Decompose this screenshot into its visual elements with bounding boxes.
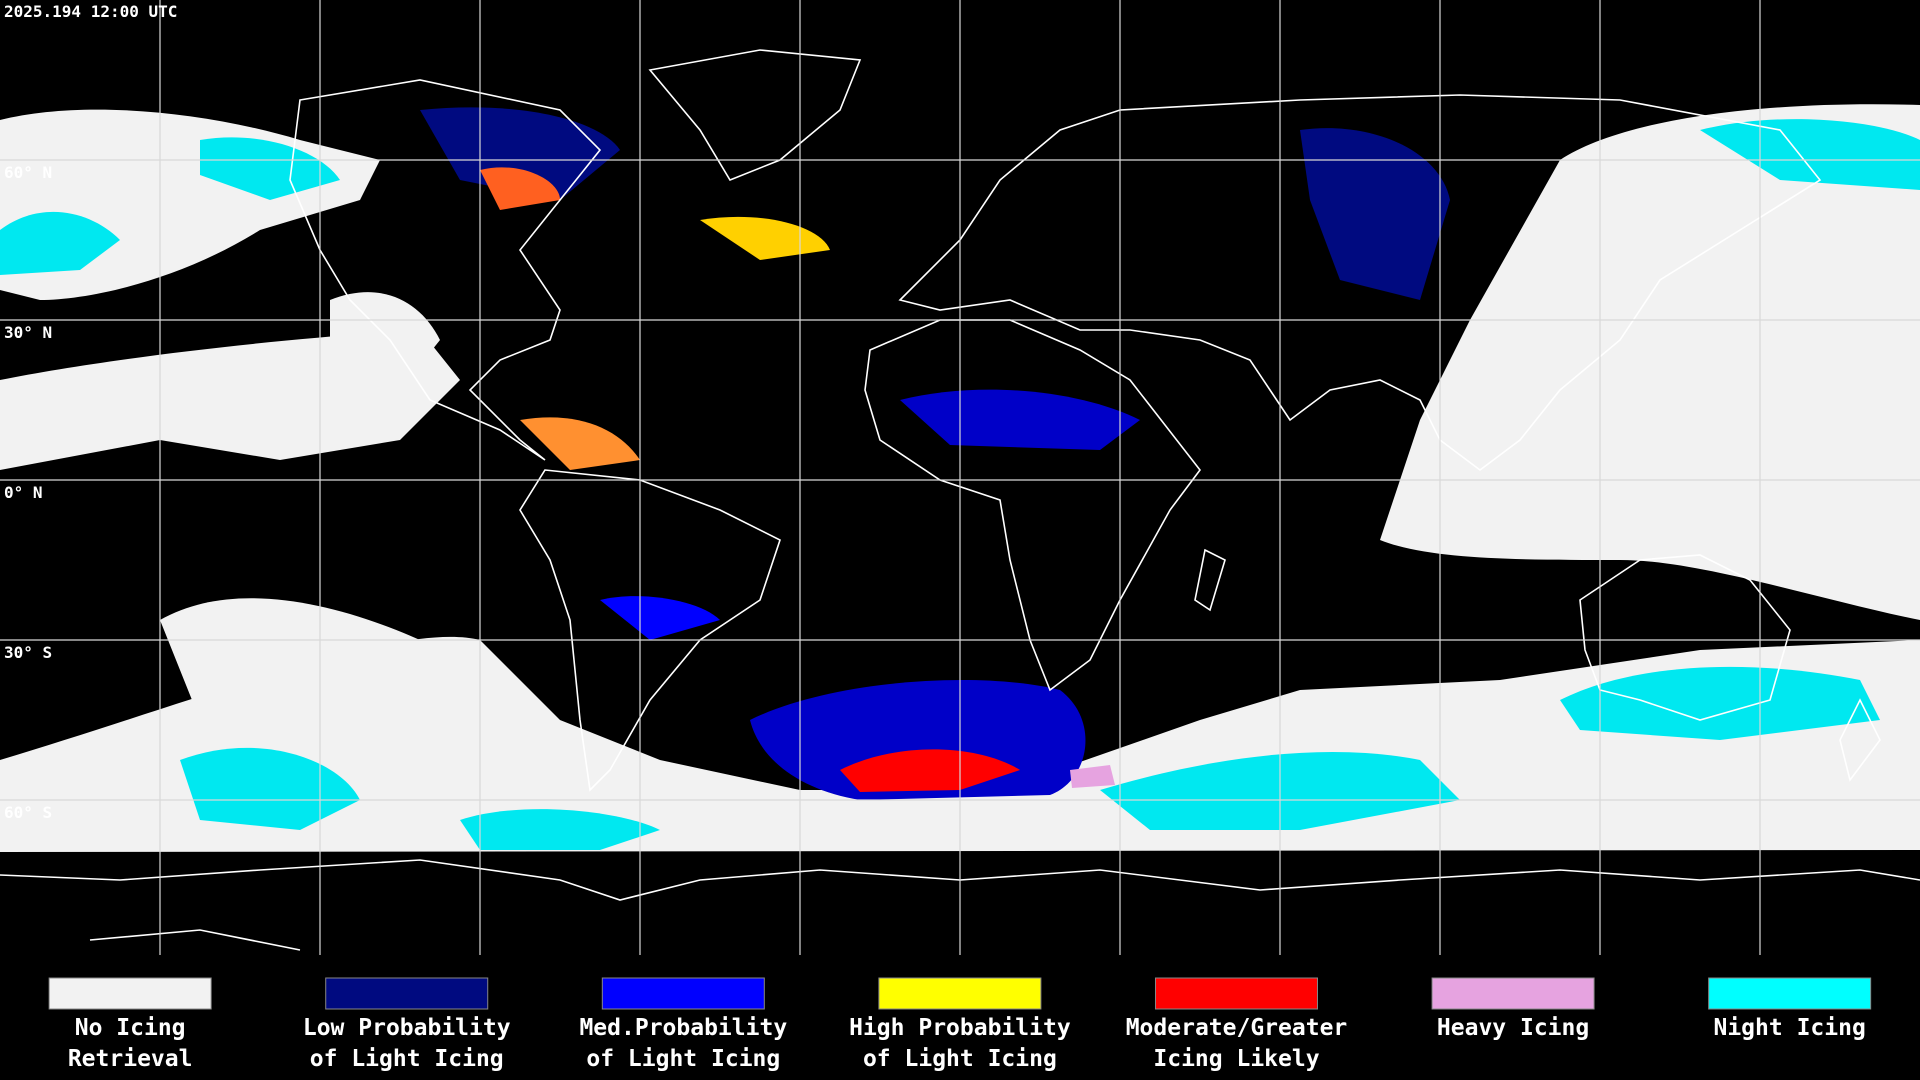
graticule — [0, 0, 1920, 955]
latitude-label: 30° S — [4, 643, 52, 662]
legend-item: Low Probability of Light Icing — [303, 977, 511, 1072]
legend-label: Med.Probability — [579, 1015, 787, 1041]
legend-label: High Probability — [849, 1015, 1071, 1041]
legend-label: Low Probability — [303, 1015, 511, 1041]
legend-label: of Light Icing — [310, 1046, 504, 1072]
icing-area — [700, 216, 830, 260]
icing-area — [520, 417, 640, 470]
cloud — [200, 137, 340, 200]
coastline — [1579, 554, 1791, 721]
legend-label: Night Icing — [1713, 1015, 1865, 1041]
latitude-label: 30° N — [4, 323, 52, 342]
legend: No Icing Retrieval Low Probability of Light… — [48, 977, 1872, 1072]
legend-item: Moderate/Greater Icing Likely — [1126, 977, 1348, 1072]
coastline — [289, 79, 602, 461]
legend-item: No Icing Retrieval — [48, 977, 212, 1072]
legend-item: Med.Probability of Light Icing — [579, 977, 787, 1072]
coastline — [864, 319, 1202, 692]
legend-swatch — [48, 977, 212, 1010]
legend-swatch — [878, 977, 1042, 1010]
legend-swatch — [1431, 977, 1595, 1010]
night-icing-areas — [0, 119, 1920, 850]
coastline — [519, 469, 781, 792]
cloud — [1700, 119, 1920, 190]
cloud — [180, 747, 360, 830]
latitude-labels: 60° N 30° N 0° N 30° S 60° S — [4, 163, 52, 822]
legend-item: High Probability of Light Icing — [849, 977, 1071, 1072]
map — [0, 0, 1920, 955]
icing-area — [1300, 128, 1450, 300]
coastline — [1839, 698, 1881, 782]
latitude-label: 60° S — [4, 803, 52, 822]
icing-areas — [420, 107, 1450, 800]
cloud — [1380, 104, 1920, 620]
latitude-label: 60° N — [4, 163, 52, 182]
coastline — [0, 859, 1920, 901]
coastlines — [0, 49, 1920, 951]
legend-swatch — [601, 977, 765, 1010]
legend-label: of Light Icing — [863, 1046, 1057, 1072]
timestamp: 2025.194 12:00 UTC — [4, 2, 177, 21]
cloud — [0, 211, 120, 275]
coastline — [898, 94, 1822, 471]
cloud — [330, 292, 440, 390]
coastline — [89, 929, 301, 951]
coastline — [648, 49, 862, 181]
cloud — [1560, 666, 1880, 740]
legend-label: of Light Icing — [586, 1046, 780, 1072]
legend-swatch — [325, 977, 489, 1010]
icing-area — [1070, 765, 1115, 788]
legend-label: Retrieval — [68, 1046, 193, 1072]
cloud — [160, 598, 460, 740]
icing-area — [600, 596, 720, 640]
legend-swatch — [1154, 977, 1318, 1010]
legend-label: Icing Likely — [1153, 1046, 1319, 1072]
legend-item: Night Icing — [1708, 977, 1872, 1041]
legend-label: Moderate/Greater — [1126, 1015, 1348, 1041]
cloud — [460, 809, 660, 850]
legend-label: Heavy Icing — [1437, 1015, 1589, 1041]
legend-swatch — [1708, 977, 1872, 1010]
icing-area — [480, 167, 560, 210]
legend-item: Heavy Icing — [1431, 977, 1595, 1041]
icing-area — [840, 749, 1020, 792]
coastline — [1194, 548, 1226, 612]
legend-label: No Icing — [75, 1015, 186, 1041]
latitude-label: 0° N — [4, 483, 43, 502]
icing-area — [420, 107, 620, 200]
